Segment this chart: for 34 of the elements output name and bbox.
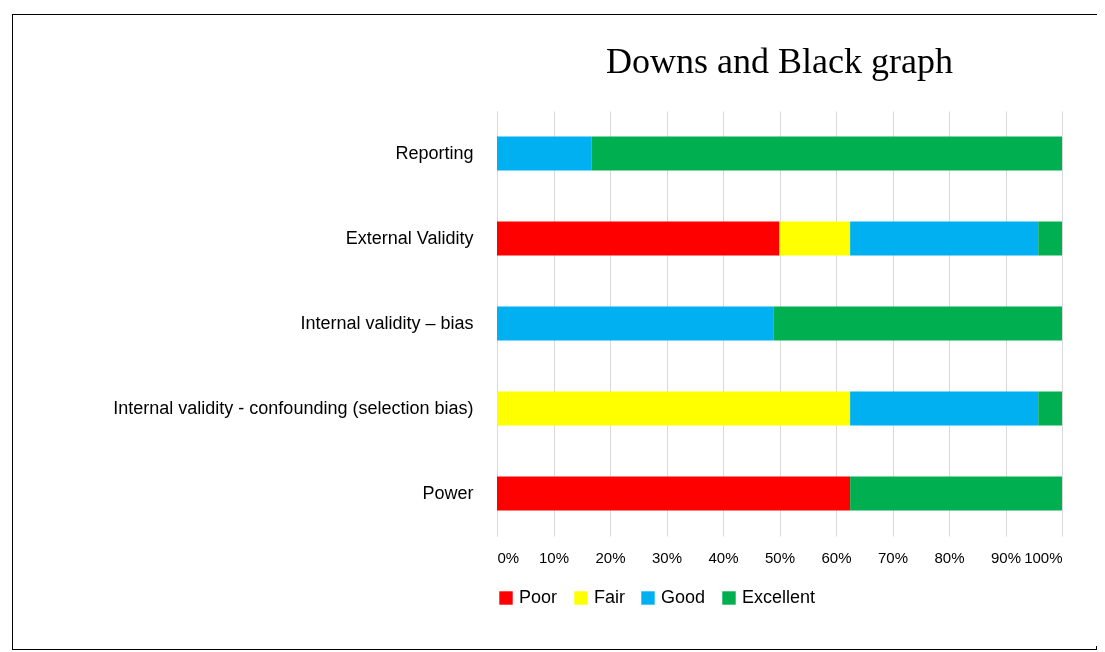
legend-label: Excellent bbox=[742, 587, 816, 607]
x-tick-label: 80% bbox=[934, 548, 965, 566]
x-tick-label: 40% bbox=[708, 548, 739, 566]
y-tick-label: Power bbox=[422, 482, 474, 503]
x-tick-label: 70% bbox=[877, 548, 909, 566]
bar bbox=[497, 221, 780, 256]
bar bbox=[497, 136, 592, 171]
bar bbox=[850, 476, 1062, 511]
bar bbox=[779, 221, 851, 256]
y-tick-label: Internal validity – bias bbox=[300, 312, 474, 333]
bar bbox=[1038, 391, 1062, 426]
x-tick-label: 30% bbox=[651, 548, 683, 566]
x-tick-label: 10% bbox=[538, 548, 570, 566]
x-tick-label: 90% bbox=[990, 548, 1022, 566]
chart-title: Downs and Black graph bbox=[606, 41, 953, 81]
x-tick-label: 60% bbox=[821, 548, 852, 566]
y-tick-label: External Validity bbox=[345, 227, 474, 248]
bar bbox=[1038, 221, 1062, 256]
bar bbox=[850, 391, 1039, 426]
bar bbox=[497, 476, 851, 511]
bar bbox=[497, 306, 774, 341]
legend-label: Good bbox=[661, 587, 706, 607]
bar bbox=[591, 136, 1062, 171]
x-tick-label: 100% bbox=[1024, 548, 1063, 566]
bar bbox=[497, 391, 851, 426]
x-tick-label: 50% bbox=[764, 548, 796, 566]
legend-label: Fair bbox=[594, 587, 625, 607]
y-tick-label: Internal validity - confounding (selection bias) bbox=[113, 397, 474, 418]
x-tick-label: 20% bbox=[595, 548, 626, 566]
x-tick-label: 0% bbox=[497, 548, 520, 566]
bar bbox=[773, 306, 1062, 341]
y-tick-label: Reporting bbox=[395, 142, 474, 163]
legend-label: Poor bbox=[519, 587, 558, 607]
bar bbox=[850, 221, 1039, 256]
